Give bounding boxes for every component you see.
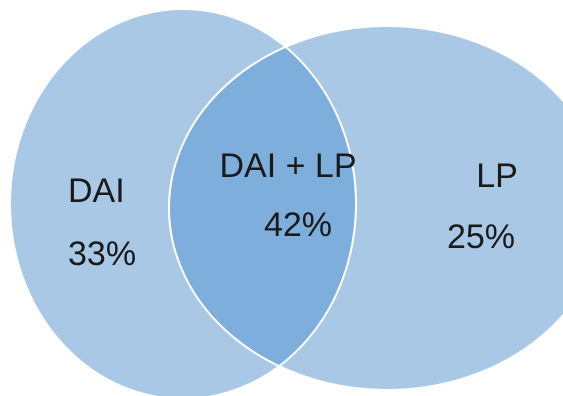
intersection-percent: 42% xyxy=(263,206,333,244)
dai-label: DAI xyxy=(68,172,125,210)
lp-label: LP xyxy=(476,157,518,195)
dai-percent: 33% xyxy=(68,235,137,273)
circle-lp-outline xyxy=(168,25,563,391)
intersection-region xyxy=(169,26,356,390)
circle-dai-outline xyxy=(9,8,357,396)
intersection-label: DAI + LP xyxy=(219,147,357,185)
lp-percent: 25% xyxy=(446,218,516,256)
